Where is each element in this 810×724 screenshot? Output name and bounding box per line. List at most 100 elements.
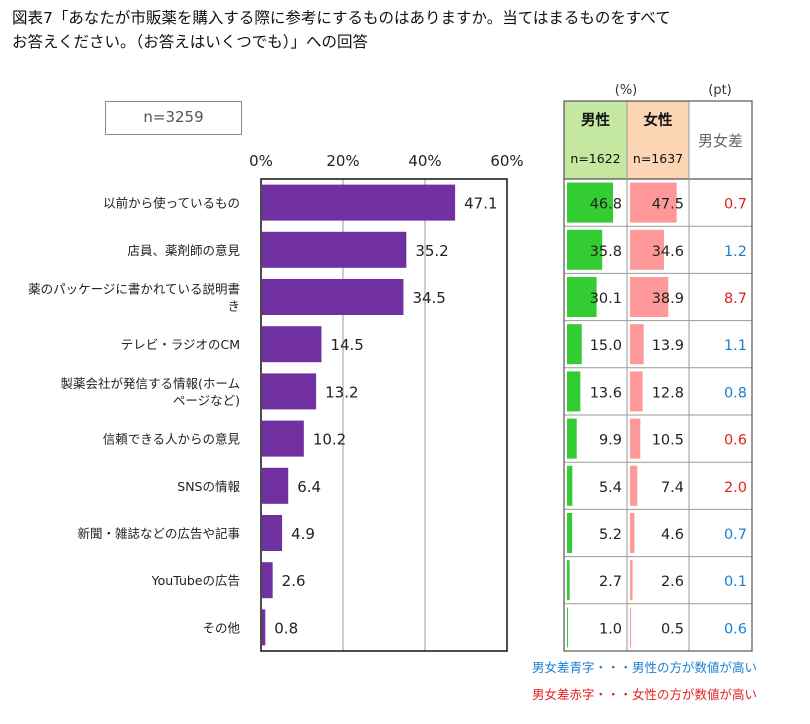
female-bar <box>630 324 644 365</box>
male-value-label: 35.8 <box>590 244 622 260</box>
bar-value-label: 10.2 <box>313 431 346 449</box>
x-tick-label: 60% <box>490 152 523 170</box>
bar <box>262 326 322 363</box>
female-value-label: 0.5 <box>661 621 684 637</box>
female-value-label: 12.8 <box>652 385 684 401</box>
female-bar <box>630 229 665 270</box>
male-n: n=1622 <box>570 151 620 166</box>
category-label: ページなど) <box>173 393 240 408</box>
unit-pt-label: (pt) <box>708 83 732 98</box>
male-value-label: 1.0 <box>599 621 622 637</box>
x-tick-label: 0% <box>249 152 273 170</box>
bar-value-label: 13.2 <box>325 383 358 401</box>
bar-value-label: 47.1 <box>464 195 497 213</box>
male-value-label: 15.0 <box>590 338 622 354</box>
female-bar <box>630 560 633 601</box>
male-value-label: 2.7 <box>599 574 622 590</box>
bar <box>262 562 273 599</box>
note-blue: 男女差青字・・・男性の方が数値が高い <box>532 660 758 675</box>
male-bar <box>567 324 582 365</box>
male-bar <box>567 229 603 270</box>
bar-value-label: 14.5 <box>330 336 363 354</box>
chart-title-line-1: 図表7「あなたが市販薬を購入する際に参考にするものはありますか。当てはまるものを… <box>12 9 671 27</box>
male-header: 男性 <box>581 111 610 129</box>
bar <box>262 420 304 457</box>
bar <box>262 467 289 504</box>
diff-value-label: 1.1 <box>724 338 747 354</box>
plot-area <box>260 178 508 652</box>
category-label: 信頼できる人からの意見 <box>103 432 241 447</box>
x-tick-label: 20% <box>326 152 359 170</box>
diff-value-label: 2.0 <box>724 480 747 496</box>
male-bar <box>567 465 573 506</box>
gender-table: (%) (pt) 男性 n=1622 女性 n=1637 男女差 46.8 47.5 0.7 3… <box>563 83 753 652</box>
female-bar <box>630 607 631 648</box>
male-bar <box>567 418 577 459</box>
category-label: 店員、薬剤師の意見 <box>127 243 240 258</box>
category-label: YouTubeの広告 <box>151 573 240 588</box>
category-label: SNSの情報 <box>177 479 240 494</box>
table-frame <box>563 100 753 652</box>
female-header-cell <box>627 101 689 179</box>
bar-panel: 0% 20% 40% 60% 47.1 以前から使っているもの 35.2 店員、薬剤師の意見 3… <box>28 152 524 652</box>
diff-value-label: 0.8 <box>724 385 747 401</box>
bar <box>262 609 266 646</box>
male-bar <box>567 607 568 648</box>
female-value-label: 4.6 <box>661 527 684 543</box>
male-header-cell <box>564 101 627 179</box>
male-value-label: 30.1 <box>590 291 622 307</box>
female-value-label: 10.5 <box>652 433 684 449</box>
female-value-label: 34.6 <box>652 244 684 260</box>
sample-size-box: n=3259 <box>105 101 242 135</box>
female-value-label: 2.6 <box>661 574 684 590</box>
category-label: 薬のパッケージに書かれている説明書 <box>28 282 240 297</box>
female-bar <box>630 418 641 459</box>
diff-value-label: 8.7 <box>724 291 747 307</box>
diff-value-label: 0.6 <box>724 621 747 637</box>
male-value-label: 13.6 <box>590 385 622 401</box>
bar-value-label: 34.5 <box>412 289 445 307</box>
male-value-label: 5.4 <box>599 480 622 496</box>
category-label: き <box>227 299 240 314</box>
bar <box>262 184 456 221</box>
bar <box>262 373 317 410</box>
diff-header: 男女差 <box>698 132 743 150</box>
bar-value-label: 35.2 <box>415 242 448 260</box>
diff-value-label: 0.7 <box>724 527 747 543</box>
category-label: 新聞・雑誌などの広告や記事 <box>77 526 240 541</box>
note-red: 男女差赤字・・・女性の方が数値が高い <box>532 687 758 702</box>
male-bar <box>567 560 570 601</box>
bar-value-label: 2.6 <box>282 572 306 590</box>
unit-percent-label: (%) <box>615 83 638 98</box>
female-header: 女性 <box>644 111 673 129</box>
female-value-label: 38.9 <box>652 291 684 307</box>
male-bar <box>567 371 581 412</box>
bar-value-label: 4.9 <box>291 525 315 543</box>
category-label: 以前から使っているもの <box>103 196 240 211</box>
diff-value-label: 1.2 <box>724 244 747 260</box>
bar <box>262 231 407 268</box>
diff-value-label: 0.6 <box>724 433 747 449</box>
diff-value-label: 0.7 <box>724 197 747 213</box>
female-bar <box>630 513 635 553</box>
female-bar <box>630 465 638 506</box>
category-label: テレビ・ラジオのCM <box>121 337 240 352</box>
diff-value-label: 0.1 <box>724 574 747 590</box>
chart-title: 図表7「あなたが市販薬を購入する際に参考にするものはありますか。当てはまるものを… <box>12 6 802 54</box>
female-bar <box>630 277 669 317</box>
category-label: 製薬会社が発信する情報(ホーム <box>60 376 240 391</box>
x-tick-label: 40% <box>408 152 441 170</box>
bar <box>262 279 404 315</box>
chart-title-line-2: お答えください。（お答えはいくつでも）」への回答 <box>12 33 369 51</box>
female-value-label: 7.4 <box>661 480 684 496</box>
male-value-label: 5.2 <box>599 527 622 543</box>
male-bar <box>567 182 614 223</box>
bar-value-label: 0.8 <box>274 619 298 637</box>
category-label: その他 <box>202 620 240 635</box>
female-value-label: 47.5 <box>652 197 684 213</box>
bar <box>262 515 283 551</box>
female-value-label: 13.9 <box>652 338 684 354</box>
female-n: n=1637 <box>633 151 683 166</box>
male-value-label: 46.8 <box>590 197 622 213</box>
